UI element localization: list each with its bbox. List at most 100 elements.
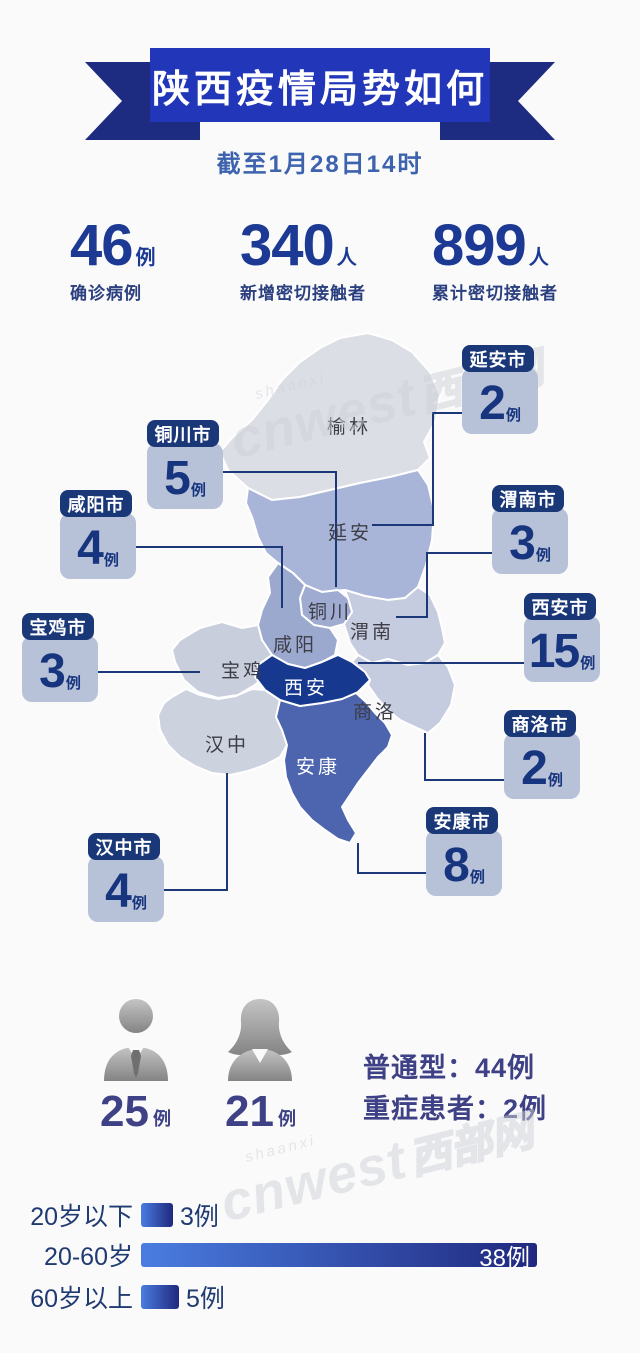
age-value: 38例: [479, 1244, 530, 1272]
age-bar-under-20: [141, 1203, 173, 1227]
region-baoji: [171, 621, 273, 699]
stat-unit: 例: [135, 247, 156, 270]
city-name: 汉中市: [88, 833, 160, 860]
city-case-box: 2 例: [504, 733, 580, 799]
connector-xianyang: [135, 546, 283, 608]
watermark-brand-text: cnwest: [214, 1128, 413, 1233]
severe-patients-line: 重症患者：2例: [363, 1094, 548, 1124]
region-ankang: [275, 692, 393, 844]
city-name: 安康市: [426, 807, 498, 834]
city-case-box: 4 例: [88, 856, 164, 922]
city-case-box: 3 例: [492, 508, 568, 574]
age-bar-over-60: [141, 1285, 179, 1309]
city-case-box: 2 例: [462, 368, 538, 434]
callout-xian: 西安市 15 例: [524, 593, 600, 682]
male-icon: [104, 999, 168, 1081]
city-case-box: 8 例: [426, 830, 502, 896]
stat-label: 新增密切接触者: [240, 284, 366, 304]
callout-tongchuan: 铜川市 5 例: [147, 420, 223, 509]
female-count: 21 例: [225, 1090, 296, 1134]
age-value: 3例: [180, 1203, 219, 1231]
city-name: 咸阳市: [60, 490, 132, 517]
city-case-unit: 例: [65, 675, 81, 692]
connector-yanan: [372, 412, 464, 526]
region-label-tongchuan: 铜川: [308, 601, 352, 623]
city-name: 宝鸡市: [22, 613, 94, 640]
male-count: 25 例: [100, 1090, 171, 1134]
age-row-20-60: 20-60岁 38例: [0, 1242, 537, 1272]
city-name: 渭南市: [492, 485, 564, 512]
stat-label: 确诊病例: [70, 284, 142, 304]
city-case-unit: 例: [469, 869, 485, 886]
region-label-hanzhong: 汉中: [205, 734, 249, 756]
stat-value: 46: [70, 213, 134, 278]
stat-new-close-contacts: 340 人 新增密切接触者: [240, 213, 366, 304]
region-label-shangluo: 商洛: [353, 701, 397, 723]
female-count-value: 21: [225, 1087, 274, 1136]
city-case-box: 5 例: [147, 443, 223, 509]
city-case-count: 4: [77, 522, 104, 575]
stat-unit: 人: [336, 247, 357, 270]
region-label-yulin: 榆林: [327, 416, 371, 438]
city-case-count: 5: [164, 452, 191, 505]
stat-total-close-contacts: 899 人 累计密切接触者: [432, 213, 558, 304]
city-case-box: 4 例: [60, 513, 136, 579]
as-of-date: 截至1月28日14时: [216, 151, 424, 178]
callout-xianyang: 咸阳市 4 例: [60, 490, 136, 579]
city-case-unit: 例: [535, 547, 551, 564]
region-label-xianyang: 咸阳: [273, 634, 317, 656]
male-count-value: 25: [100, 1087, 149, 1136]
callout-shangluo: 商洛市 2 例: [504, 710, 580, 799]
age-row-under-20: 20岁以下 3例: [0, 1202, 219, 1231]
city-case-count: 4: [105, 865, 132, 918]
region-xian: [254, 654, 371, 707]
city-case-unit: 例: [190, 482, 206, 499]
male-count-unit: 例: [152, 1109, 171, 1129]
city-name: 商洛市: [504, 710, 576, 737]
city-case-count: 8: [443, 839, 470, 892]
region-label-xian: 西安: [284, 677, 328, 699]
severity-summary: 普通型：44例 重症患者：2例: [363, 1048, 547, 1130]
shaanxi-map: 榆林 延安 铜川 渭南 咸阳 宝鸡 西安 商洛 安康 汉中: [95, 332, 528, 891]
stat-value: 340: [240, 213, 335, 278]
callout-ankang: 安康市 8 例: [426, 807, 502, 896]
female-count-unit: 例: [277, 1109, 296, 1129]
shaanxi-map-section: shaanxi cnwest 西部网: [0, 325, 640, 965]
city-case-count: 15: [528, 625, 580, 678]
age-label: 60岁以上: [30, 1285, 133, 1313]
city-name: 铜川市: [147, 420, 219, 447]
city-case-count: 2: [521, 742, 548, 795]
age-label: 20-60岁: [44, 1243, 133, 1271]
city-case-unit: 例: [103, 552, 119, 569]
age-label: 20岁以下: [30, 1203, 133, 1231]
city-case-box: 3 例: [22, 636, 98, 702]
stat-value: 899: [432, 213, 527, 278]
city-name: 西安市: [524, 593, 596, 620]
female-icon: [228, 999, 292, 1081]
common-type-line: 普通型：44例: [363, 1053, 536, 1083]
city-case-box: 15 例: [524, 616, 600, 682]
region-hanzhong: [157, 688, 288, 776]
stat-label: 累计密切接触者: [432, 284, 558, 304]
region-label-yanan: 延安: [328, 522, 372, 544]
age-value: 5例: [186, 1285, 225, 1313]
city-case-unit: 例: [131, 895, 147, 912]
connector-ankang: [357, 843, 428, 874]
callout-weinan: 渭南市 3 例: [492, 485, 568, 574]
callout-hanzhong: 汉中市 4 例: [88, 833, 164, 922]
city-case-unit: 例: [547, 772, 563, 789]
city-case-unit: 例: [505, 407, 521, 424]
banner: 陕西疫情局势如何: [150, 48, 490, 122]
connector-weinan: [396, 552, 493, 618]
age-bar-20-60: 38例: [141, 1243, 537, 1272]
city-name: 延安市: [462, 345, 534, 372]
city-case-count: 3: [509, 517, 536, 570]
region-label-weinan: 渭南: [350, 621, 394, 643]
stat-confirmed-cases: 46 例 确诊病例: [70, 213, 156, 304]
connector-tongchuan: [220, 471, 337, 587]
callout-baoji: 宝鸡市 3 例: [22, 613, 98, 702]
city-case-count: 3: [39, 645, 66, 698]
region-label-ankang: 安康: [296, 756, 340, 778]
callout-yanan: 延安市 2 例: [462, 345, 538, 434]
